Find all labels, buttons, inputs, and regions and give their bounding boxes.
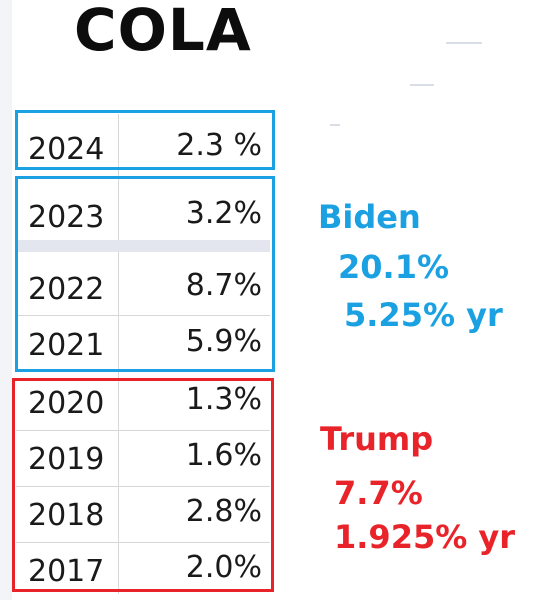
- highlight-box-biden: [15, 176, 275, 372]
- row-divider: [16, 486, 270, 487]
- trump-total: 7.7%: [334, 474, 423, 512]
- percent-cell: 1.6%: [185, 438, 262, 473]
- row-divider: [16, 542, 270, 543]
- column-divider: [118, 114, 119, 594]
- biden-per-year: 5.25% yr: [344, 296, 503, 334]
- highlight-box-trump: [12, 378, 274, 592]
- table-row: 2024 2.3 %: [16, 122, 270, 172]
- table-row: 2019 1.6%: [16, 432, 270, 482]
- page-title: COLA: [74, 0, 252, 64]
- table-row: 2018 2.8%: [16, 488, 270, 538]
- year-cell: 2019: [28, 442, 105, 477]
- table-row: 2023 3.2%: [16, 190, 270, 240]
- percent-cell: 1.3%: [185, 382, 262, 417]
- year-cell: 2022: [28, 272, 105, 307]
- biden-label: Biden: [318, 198, 421, 236]
- row-separator-band: [16, 240, 270, 252]
- year-cell: 2021: [28, 328, 105, 363]
- percent-cell: 2.3 %: [176, 128, 262, 163]
- row-divider: [16, 315, 270, 316]
- biden-total: 20.1%: [338, 248, 450, 286]
- decorative-dash: [446, 42, 482, 44]
- left-edge-strip: [0, 0, 12, 600]
- percent-cell: 2.0%: [185, 550, 262, 585]
- percent-cell: 8.7%: [185, 268, 262, 303]
- percent-cell: 3.2%: [185, 196, 262, 231]
- year-cell: 2024: [28, 132, 105, 167]
- table-row: 2021 5.9%: [16, 318, 270, 368]
- trump-label: Trump: [320, 420, 434, 458]
- year-cell: 2023: [28, 200, 105, 235]
- year-cell: 2018: [28, 498, 105, 533]
- row-divider: [16, 430, 270, 431]
- decorative-dash: [410, 84, 434, 86]
- table-row: 2017 2.0%: [16, 544, 270, 594]
- decorative-dash: [330, 124, 340, 126]
- percent-cell: 5.9%: [185, 324, 262, 359]
- year-cell: 2017: [28, 554, 105, 589]
- table-row: 2020 1.3%: [16, 376, 270, 426]
- highlight-box-2024: [15, 110, 275, 170]
- percent-cell: 2.8%: [185, 494, 262, 529]
- trump-per-year: 1.925% yr: [334, 518, 516, 556]
- year-cell: 2020: [28, 386, 105, 421]
- table-row: 2022 8.7%: [16, 262, 270, 312]
